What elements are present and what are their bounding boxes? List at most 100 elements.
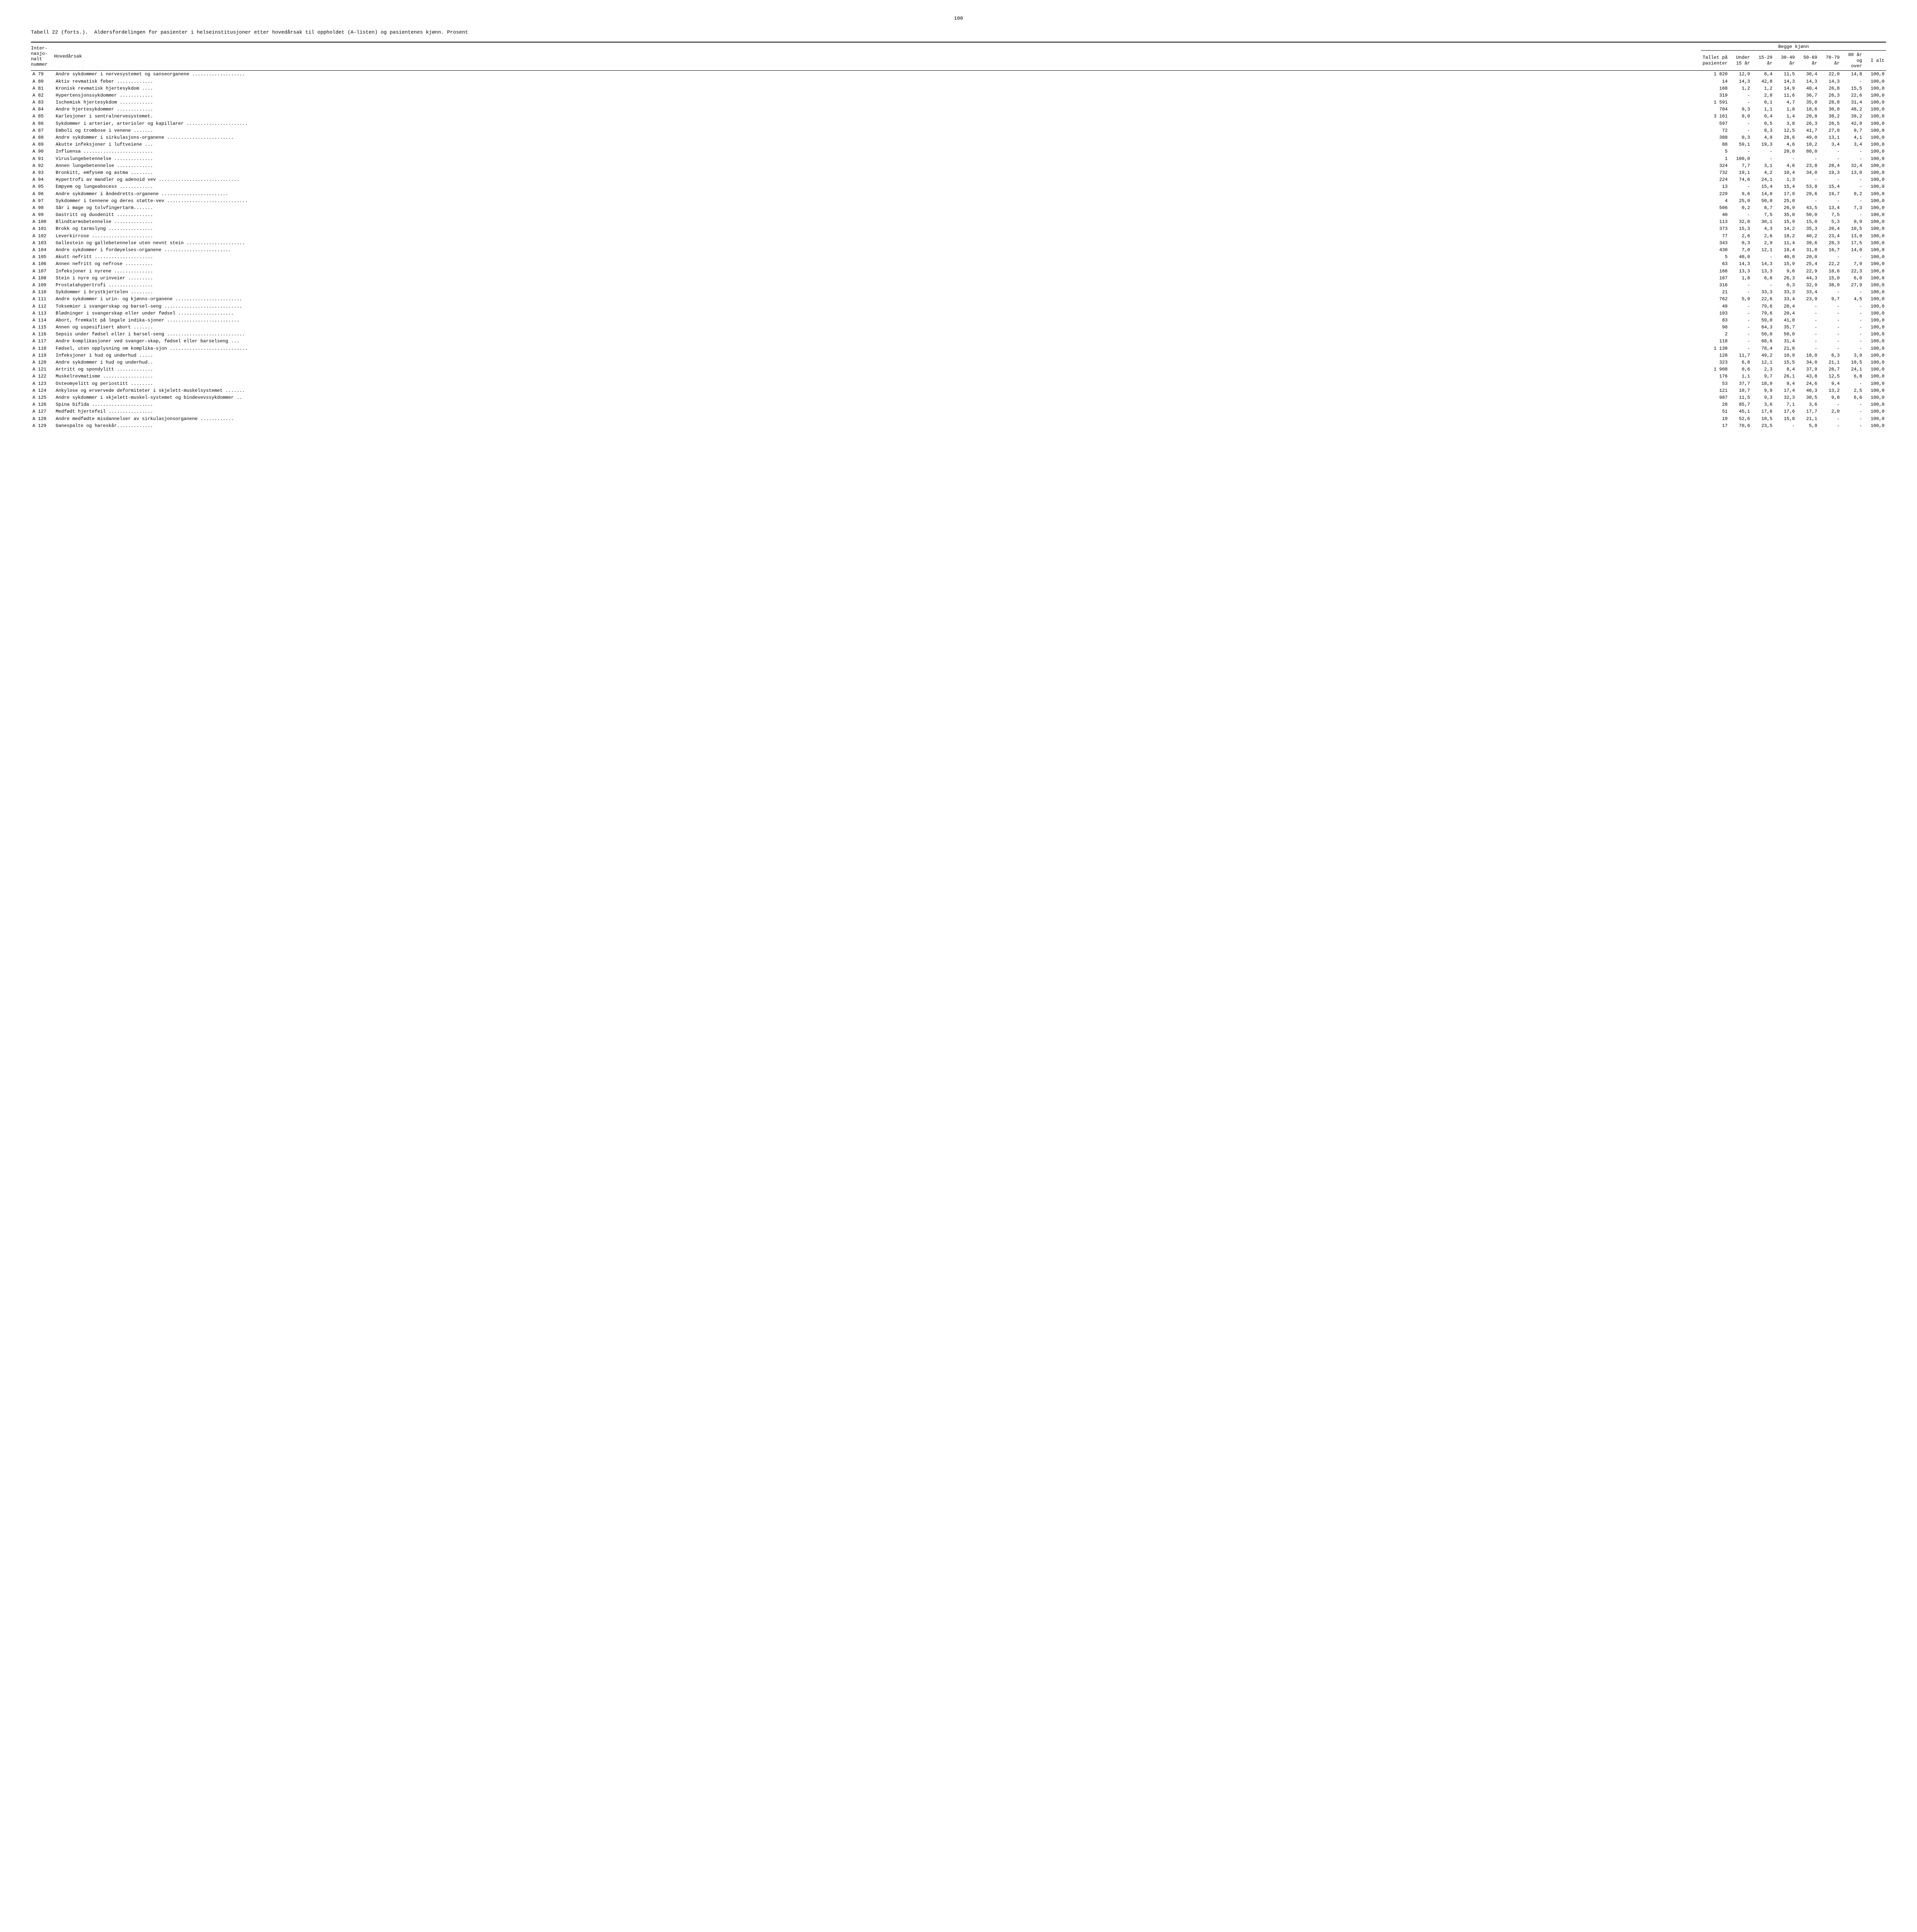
cell-c4: 41,7 <box>1796 127 1819 134</box>
cell-c1: - <box>1729 310 1752 317</box>
cell-tot: 100,0 <box>1864 275 1886 282</box>
table-row: A 84Andre hjertesykdommer .............7… <box>31 106 1886 113</box>
cell-c6: 10,5 <box>1841 225 1864 232</box>
cell-c5: 22,0 <box>1819 71 1841 78</box>
cell-c3: 17,4 <box>1774 387 1796 394</box>
cell-c6: 48,2 <box>1841 106 1864 113</box>
cell-c4: 35,0 <box>1796 99 1819 106</box>
table-row: A 94Hypertrofi av mandler og adenoid vev… <box>31 176 1886 183</box>
cell-count: 88 <box>1701 141 1729 148</box>
cell-tot: 100,0 <box>1864 240 1886 247</box>
cell-c1: - <box>1729 183 1752 190</box>
cell-c2: 50,0 <box>1752 331 1774 338</box>
cell-count: 113 <box>1701 218 1729 225</box>
cell-c2: 30,1 <box>1752 218 1774 225</box>
cell-count: 506 <box>1701 204 1729 211</box>
cell-desc: Hypertrofi av mandler og adenoid vev ...… <box>54 176 1701 183</box>
cell-code: A 87 <box>31 127 54 134</box>
cell-desc: Andre medfødte misdannelser av sirkulasj… <box>54 415 1701 422</box>
cell-c3: 26,9 <box>1774 204 1796 211</box>
cell-c1: - <box>1729 282 1752 289</box>
cell-c6: - <box>1841 338 1864 345</box>
cell-desc: Influensa ......................... <box>54 148 1701 155</box>
cell-c4: 10,2 <box>1796 141 1819 148</box>
cell-desc: Artritt og spondylitt ............. <box>54 366 1701 373</box>
table-row: A 102Leverkirrose ......................… <box>31 233 1886 240</box>
table-row: A 97Sykdommer i tennene og deres støtte-… <box>31 197 1886 204</box>
cell-code: A 88 <box>31 134 54 141</box>
cell-tot: 100,0 <box>1864 310 1886 317</box>
cell-c4: 30,4 <box>1796 71 1819 78</box>
cell-code: A 107 <box>31 268 54 275</box>
cell-desc: Aktiv revmatisk feber ............. <box>54 78 1701 85</box>
cell-c4: 36,7 <box>1796 92 1819 99</box>
table-row: A 103Gallestein og gallebetennelse uten … <box>31 240 1886 247</box>
cell-c5: 26,8 <box>1819 85 1841 92</box>
cell-count: 83 <box>1701 317 1729 324</box>
cell-c3: 3,8 <box>1774 120 1796 127</box>
cell-desc: Karlesjoner i sentralnervesystemet. <box>54 113 1701 120</box>
cell-c1: 11,7 <box>1729 352 1752 359</box>
table-row: A 93Bronkitt, emfysem og astma ........7… <box>31 169 1886 176</box>
cell-c3: 14,2 <box>1774 225 1796 232</box>
cell-count: 1 <box>1701 155 1729 162</box>
cell-c6: - <box>1841 415 1864 422</box>
cell-count: 323 <box>1701 359 1729 366</box>
cell-c1: - <box>1729 324 1752 331</box>
cell-tot: 100,0 <box>1864 324 1886 331</box>
cell-count: 4 <box>1701 197 1729 204</box>
cell-tot: 100,0 <box>1864 373 1886 380</box>
cell-c4: 35,3 <box>1796 225 1819 232</box>
cell-c2: 18,9 <box>1752 380 1774 387</box>
cell-c5: 23,4 <box>1819 233 1841 240</box>
cell-c6: - <box>1841 289 1864 296</box>
cell-c4: - <box>1796 303 1819 310</box>
cell-c6: 7,3 <box>1841 204 1864 211</box>
cell-desc: Andre sykdommer i urin- og kjønns-organe… <box>54 296 1701 303</box>
cell-code: A 81 <box>31 85 54 92</box>
table-row: A 117Andre komplikasjoner ved svanger-sk… <box>31 338 1886 345</box>
cell-c3: 41,0 <box>1774 317 1796 324</box>
cell-count: 21 <box>1701 289 1729 296</box>
cell-c2: 59,0 <box>1752 317 1774 324</box>
cell-count: 5 <box>1701 253 1729 260</box>
cell-c2: 12,1 <box>1752 359 1774 366</box>
cell-c2: 1,1 <box>1752 106 1774 113</box>
table-row: A 96Andre sykdommer i åndedretts-organen… <box>31 190 1886 197</box>
cell-c2: 13,3 <box>1752 268 1774 275</box>
cell-c1: 7,7 <box>1729 162 1752 169</box>
cell-c2: 14,0 <box>1752 190 1774 197</box>
cell-c4: - <box>1796 345 1819 352</box>
cell-c4: 30,5 <box>1796 394 1819 401</box>
cell-c5: 6,3 <box>1819 352 1841 359</box>
table-row: A 88Andre sykdommer i sirkulasjons-organ… <box>31 134 1886 141</box>
cell-c6: - <box>1841 176 1864 183</box>
cell-code: A 83 <box>31 99 54 106</box>
cell-c1: - <box>1729 211 1752 218</box>
cell-code: A 79 <box>31 71 54 78</box>
cell-c5: 22,2 <box>1819 260 1841 267</box>
cell-tot: 100,0 <box>1864 190 1886 197</box>
cell-c6: - <box>1841 380 1864 387</box>
cell-c5: - <box>1819 345 1841 352</box>
cell-desc: Leverkirrose ...................... <box>54 233 1701 240</box>
cell-count: 13 <box>1701 183 1729 190</box>
cell-code: A 128 <box>31 415 54 422</box>
cell-c6: 42,9 <box>1841 120 1864 127</box>
cell-c1: 2,6 <box>1729 233 1752 240</box>
cell-c2: 3,1 <box>1752 162 1774 169</box>
cell-c2: 0,5 <box>1752 120 1774 127</box>
cell-c3: - <box>1774 422 1796 429</box>
cell-c1: 0,6 <box>1729 366 1752 373</box>
col-code-header: Inter- nasjo- nalt nummer <box>31 43 54 70</box>
table-row: A 120Andre sykdommer i hud og underhud..… <box>31 359 1886 366</box>
cell-tot: 100,0 <box>1864 401 1886 408</box>
cell-code: A 97 <box>31 197 54 204</box>
cell-c4: 43,5 <box>1796 204 1819 211</box>
cell-c1: 25,0 <box>1729 197 1752 204</box>
cell-c6: 14,0 <box>1841 247 1864 253</box>
cell-c3: 17,9 <box>1774 190 1796 197</box>
cell-c2: 10,5 <box>1752 415 1774 422</box>
cell-c1: 1,2 <box>1729 85 1752 92</box>
cell-c6: 9,7 <box>1841 127 1864 134</box>
